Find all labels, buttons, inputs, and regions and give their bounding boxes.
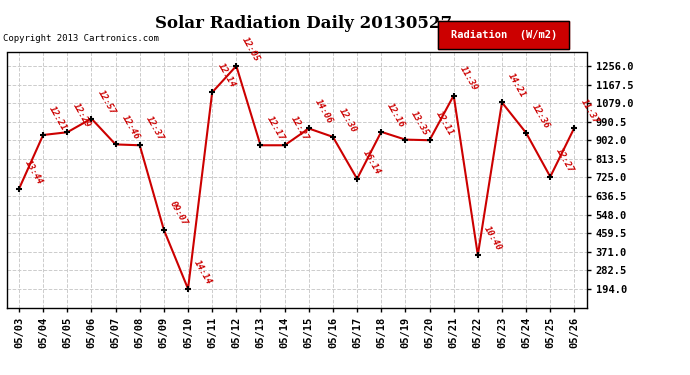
Text: 12:27: 12:27 xyxy=(555,146,575,174)
Text: 12:05: 12:05 xyxy=(241,35,262,63)
Text: 12:17: 12:17 xyxy=(265,115,286,142)
Text: Solar Radiation Daily 20130527: Solar Radiation Daily 20130527 xyxy=(155,15,452,32)
Text: 12:29: 12:29 xyxy=(72,102,92,129)
Text: 12:14: 12:14 xyxy=(217,62,237,90)
Text: 12:16: 12:16 xyxy=(386,101,406,129)
Text: 13:44: 13:44 xyxy=(23,158,44,186)
Text: 11:37: 11:37 xyxy=(579,97,600,125)
Text: 12:27: 12:27 xyxy=(289,115,310,142)
Text: 12:11: 12:11 xyxy=(434,110,455,138)
Text: 14:14: 14:14 xyxy=(193,258,213,286)
Text: Radiation  (W/m2): Radiation (W/m2) xyxy=(451,30,557,40)
Text: 12:21: 12:21 xyxy=(48,104,68,132)
Text: 13:35: 13:35 xyxy=(410,109,431,137)
Text: 12:57: 12:57 xyxy=(96,88,117,116)
Text: 14:06: 14:06 xyxy=(313,98,334,126)
Text: 16:14: 16:14 xyxy=(362,148,382,176)
Text: 12:37: 12:37 xyxy=(144,115,165,142)
Text: 12:36: 12:36 xyxy=(531,102,551,130)
Text: 12:30: 12:30 xyxy=(337,106,358,134)
Text: 14:21: 14:21 xyxy=(506,72,527,100)
Text: 10:40: 10:40 xyxy=(482,225,503,252)
Text: Copyright 2013 Cartronics.com: Copyright 2013 Cartronics.com xyxy=(3,34,159,43)
Text: 12:46: 12:46 xyxy=(120,114,141,142)
Text: 11:39: 11:39 xyxy=(458,65,479,93)
Text: 09:07: 09:07 xyxy=(168,199,189,227)
